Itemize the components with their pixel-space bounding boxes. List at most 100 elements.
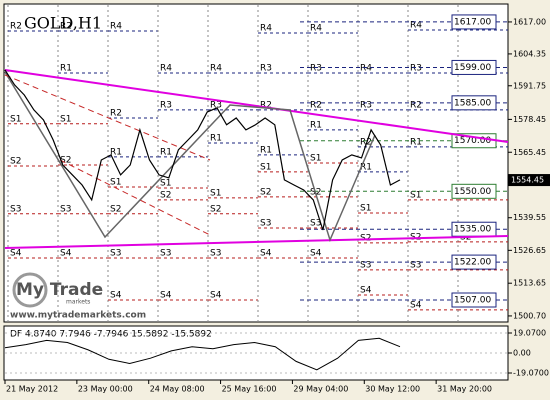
pivot-label: R1 — [310, 120, 322, 130]
level-label: 1617.00 — [454, 17, 491, 27]
y-tick-label: 1539.55 — [513, 213, 546, 222]
pivot-label: R3 — [310, 64, 322, 74]
y-tick-label: 1578.45 — [513, 115, 546, 124]
zigzag — [4, 71, 376, 243]
channel-line — [59, 159, 211, 236]
pivot-layer: R2S1S2S3S4R2R1S1S2S3S4R4R2R1S1S2S3S4R4R3… — [7, 5, 508, 322]
pivot-label: R1 — [110, 147, 122, 157]
x-tick-label: 23 May 00:00 — [78, 385, 133, 394]
pivot-label: R1 — [210, 134, 222, 144]
pivot-label: S2 — [10, 157, 21, 167]
y-tick-label: 1591.75 — [513, 81, 546, 90]
level-label: 1535.00 — [454, 225, 491, 235]
pivot-label: S1 — [210, 188, 221, 198]
trend-line — [4, 69, 509, 143]
pivot-label: R4 — [410, 21, 422, 31]
x-tick-label: 25 May 16:00 — [222, 385, 277, 394]
pivot-label: S1 — [10, 114, 21, 124]
plot — [4, 69, 401, 231]
y-tick-label: 1604.35 — [513, 49, 546, 58]
pivot-label: R1 — [410, 137, 422, 147]
pivot-label: R3 — [160, 100, 172, 110]
x-tick-label: 30 May 12:00 — [365, 385, 420, 394]
pivot-label: S4 — [410, 300, 422, 310]
pivot-label: S3 — [260, 218, 271, 228]
pivot-label: R1 — [260, 145, 272, 155]
x-tick-label: 24 May 08:00 — [150, 385, 205, 394]
x-tick-label: 31 May 20:00 — [437, 385, 492, 394]
y-tick-label: 1526.65 — [513, 246, 546, 255]
url: www.mytrademarkets.com — [10, 311, 146, 321]
pivot-label: R3 — [210, 100, 222, 110]
pivot-label: S1 — [310, 153, 321, 163]
pivot-label: S1 — [60, 114, 71, 124]
pivot-label: S2 — [260, 187, 271, 197]
pivot-label: S2 — [110, 204, 121, 214]
pivot-label: R2 — [110, 108, 122, 118]
pivot-label: S3 — [210, 249, 221, 259]
pivot-label: S1 — [410, 190, 421, 200]
trend-line — [4, 235, 509, 249]
pivot-label: R1 — [160, 147, 172, 157]
pivot-label: S1 — [260, 162, 271, 172]
pivot-label: R4 — [160, 64, 172, 74]
pivot-label: S3 — [110, 249, 121, 259]
watermark: My Trade markets www.mytrademarkets.com — [10, 272, 146, 321]
pivot-label: S4 — [310, 249, 322, 259]
level-box — [451, 183, 497, 199]
chart-title: GOLD,H1 — [24, 14, 102, 33]
pivot-label: S2 — [360, 233, 371, 243]
channel-line — [4, 74, 211, 161]
pivot-label: S1 — [360, 204, 371, 214]
pivot-label: S4 — [210, 291, 222, 301]
level-label: 1599.00 — [454, 63, 491, 73]
pivot-label: R3 — [260, 64, 272, 74]
pivot-label: R3 — [360, 100, 372, 110]
pivot-label: R4 — [110, 22, 122, 32]
pivot-label: R4 — [260, 24, 272, 34]
pivot-label: R2 — [260, 100, 272, 110]
pivot-label: R2 — [360, 137, 372, 147]
pivot-label: S3 — [160, 249, 171, 259]
pivot-label: R1 — [360, 162, 372, 172]
level-label: 1585.00 — [454, 98, 491, 108]
pivot-label: S2 — [60, 156, 71, 166]
level-box — [451, 254, 497, 270]
indicator-tick-label: 0.00 — [513, 349, 531, 358]
pivot-label: S4 — [160, 291, 172, 301]
pivot-label: R2 — [310, 100, 322, 110]
level-label: 1570.00 — [454, 136, 491, 146]
pivot-label: R2 — [410, 100, 422, 110]
pivot-label: S3 — [310, 218, 321, 228]
x-tick-label: 21 May 2012 — [6, 385, 58, 394]
y-tick-label: 1565.45 — [513, 148, 546, 157]
pivot-label: R1 — [60, 64, 72, 74]
brand-sub: markets — [66, 299, 90, 306]
y-tick-label: 1617.00 — [513, 17, 546, 26]
logo — [12, 272, 48, 308]
x-tick-label: 29 May 04:00 — [293, 385, 348, 394]
pivot-label: S4 — [10, 249, 22, 259]
pivot-label: S4 — [260, 249, 272, 259]
pivot-label: S1 — [110, 178, 121, 188]
level-box — [451, 59, 497, 75]
level-label: 1507.00 — [454, 296, 491, 306]
pivot-label: S3 — [10, 204, 21, 214]
trend-lines — [4, 69, 509, 249]
pivot-label: S4 — [360, 285, 372, 295]
pivot-label: R2 — [60, 22, 72, 32]
current-price-box — [508, 174, 550, 187]
brand: My Trade — [16, 280, 103, 300]
pivot-label: S2 — [210, 204, 221, 214]
pivot-label: R3 — [410, 64, 422, 74]
price-panel — [3, 3, 509, 323]
level-box — [451, 14, 497, 30]
pivot-label: R2 — [10, 22, 22, 32]
pivot-label: S1 — [160, 179, 171, 189]
pivot-label: S2 — [160, 190, 171, 200]
level-box — [451, 292, 497, 308]
pivot-label: R4 — [310, 24, 322, 34]
indicator-label: DF 4.8740 7.7946 -7.7946 15.5892 -15.589… — [10, 330, 212, 340]
current-price-label: 1554.45 — [511, 176, 544, 185]
